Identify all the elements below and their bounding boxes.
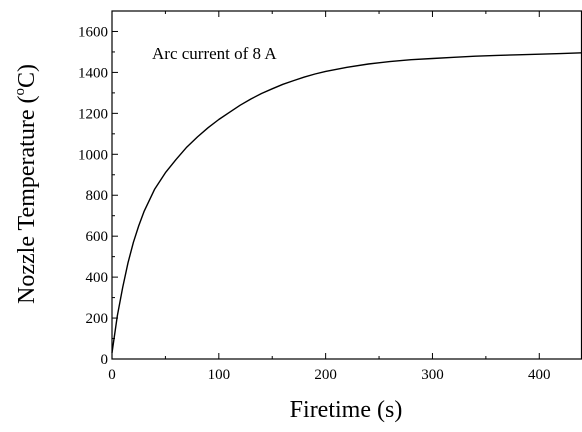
y-axis-ticks: 0 200 400 600 800 1000 1200 1400 1600 bbox=[78, 24, 118, 368]
y-tick-label: 1200 bbox=[78, 106, 108, 122]
y-axis-title-main: Nozzle Temperature ( bbox=[14, 96, 40, 304]
x-axis-title: Firetime (s) bbox=[290, 397, 403, 423]
series-group bbox=[111, 52, 582, 353]
x-tick-label: 200 bbox=[314, 367, 337, 383]
chart-annotation: Arc current of 8 A bbox=[152, 44, 277, 63]
y-axis-title-superscript: o bbox=[12, 88, 28, 96]
y-tick-label: 1400 bbox=[78, 65, 108, 81]
x-tick-label: 100 bbox=[208, 367, 231, 383]
x-tick-label: 300 bbox=[421, 367, 444, 383]
y-tick-label: 1600 bbox=[78, 24, 108, 40]
y-tick-label: 0 bbox=[101, 352, 109, 368]
y-axis-title-end: C) bbox=[14, 64, 40, 88]
plot-border bbox=[111, 10, 582, 360]
x-tick-label: 0 bbox=[108, 367, 116, 383]
y-axis-title: Nozzle Temperature (oC) bbox=[12, 64, 40, 304]
y-tick-label: 400 bbox=[86, 270, 109, 286]
x-axis-ticks: 0 100 200 300 400 bbox=[108, 11, 551, 383]
series-line bbox=[111, 52, 582, 353]
x-tick-label: 400 bbox=[528, 367, 551, 383]
y-tick-label: 800 bbox=[86, 188, 109, 204]
y-tick-label: 1000 bbox=[78, 147, 108, 163]
y-tick-label: 200 bbox=[86, 311, 109, 327]
y-tick-label: 600 bbox=[86, 229, 109, 245]
plot-frame bbox=[111, 10, 582, 360]
